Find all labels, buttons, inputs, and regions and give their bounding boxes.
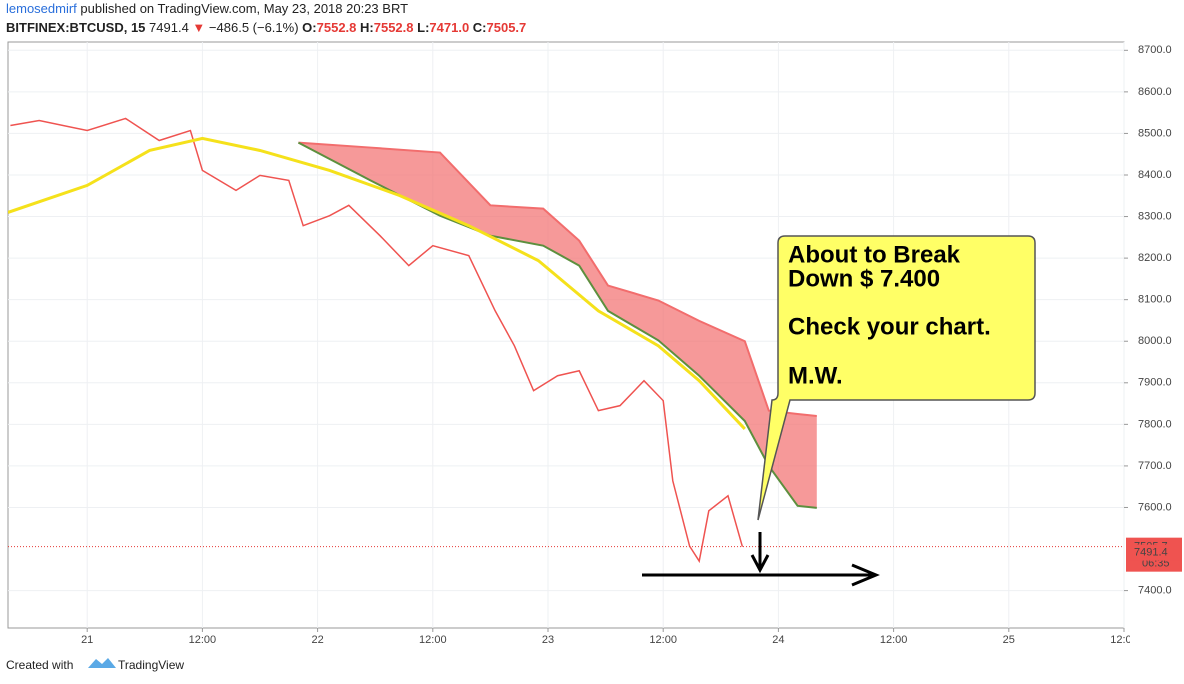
y-tick-label: 8600.0	[1138, 86, 1172, 98]
author[interactable]: lemosedmirf	[6, 1, 77, 16]
open: 7552.8	[317, 20, 357, 35]
series-line	[8, 136, 746, 430]
time-axis: 21 12:00 22 12:00 23 12:00 24 12:00 25 12:00	[81, 628, 1138, 646]
x-tick-label: 23	[542, 634, 554, 646]
last-tag	[1126, 544, 1182, 561]
callout-box	[757, 235, 1036, 521]
plot	[8, 117, 1124, 564]
note-line: M.W.	[788, 362, 843, 389]
annotation: About to Break Down $ 7.400 Check your c…	[642, 235, 1036, 587]
y-tick-label: 7400.0	[1138, 585, 1172, 597]
y-tick-label: 8000.0	[1138, 335, 1172, 347]
axes: 8700.0 8600.0 8500.0 8400.0 8300.0 8200.0 8100…	[81, 44, 1182, 646]
x-tick-label: 12:00	[649, 634, 677, 646]
note-line: About to Break	[788, 241, 961, 268]
published: published on TradingView.com, May 23, 20…	[80, 1, 408, 16]
x-tick-label: 12:00	[189, 634, 217, 646]
x-tick-label: 24	[772, 634, 784, 646]
note-line: Down $ 7.400	[788, 265, 940, 292]
y-tick-label: 8700.0	[1138, 44, 1172, 56]
header-line: lemosedmirf published on TradingView.com…	[6, 1, 408, 16]
close: 7505.7	[487, 20, 527, 35]
y-tick-label: 7700.0	[1138, 460, 1172, 472]
note-line: Check your chart.	[788, 313, 991, 340]
x-tick-label: 12:00	[1110, 634, 1138, 646]
o-label: O:	[302, 20, 316, 35]
series-line	[10, 117, 744, 564]
arrow-head	[851, 563, 880, 587]
arrow-head	[750, 554, 770, 574]
footer-brand[interactable]: TradingView	[118, 658, 184, 672]
symbol-line: BITFINEX:BTCUSD, 15 7491.4 ▼ −486.5 (−6.…	[6, 20, 526, 35]
footer-created: Created with	[6, 658, 73, 672]
c-label: C:	[473, 20, 487, 35]
x-tick-label: 12:00	[880, 634, 908, 646]
h-label: H:	[360, 20, 374, 35]
down-arrow: ▼	[192, 20, 205, 35]
logo	[88, 658, 116, 668]
l-label: L:	[417, 20, 429, 35]
y-tick-label: 8100.0	[1138, 294, 1172, 306]
x-tick-label: 12:00	[419, 634, 447, 646]
x-tick-label: 22	[311, 634, 323, 646]
y-tick-label: 8400.0	[1138, 169, 1172, 181]
y-tick-label: 7900.0	[1138, 377, 1172, 389]
change: −486.5 (−6.1%)	[209, 20, 299, 35]
y-tick-label: 7600.0	[1138, 501, 1172, 513]
x-tick-label: 25	[1003, 634, 1015, 646]
last-tag-label: 7491.4	[1134, 547, 1168, 559]
symbol: BITFINEX:BTCUSD, 15	[6, 20, 145, 35]
last: 7491.4	[149, 20, 189, 35]
high: 7552.8	[374, 20, 414, 35]
y-tick-label: 8500.0	[1138, 127, 1172, 139]
y-tick-label: 8300.0	[1138, 210, 1172, 222]
x-tick-label: 21	[81, 634, 93, 646]
y-tick-label: 8200.0	[1138, 252, 1172, 264]
cloud-upper	[298, 141, 817, 418]
y-tick-label: 7800.0	[1138, 418, 1172, 430]
low: 7471.0	[429, 20, 469, 35]
